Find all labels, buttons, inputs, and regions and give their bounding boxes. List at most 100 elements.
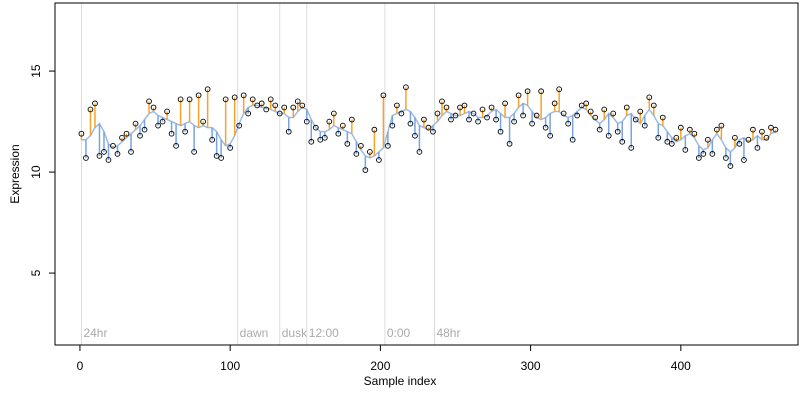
point — [714, 126, 720, 133]
point — [763, 134, 770, 141]
y-tick-label: 5 — [29, 269, 43, 276]
point — [231, 94, 238, 101]
point — [574, 112, 581, 119]
point — [353, 151, 360, 157]
point — [132, 120, 139, 127]
point — [768, 124, 774, 131]
point — [303, 118, 310, 125]
x-tick-label: 400 — [671, 359, 691, 373]
point — [394, 102, 400, 109]
point — [466, 116, 472, 123]
point — [236, 122, 243, 129]
point — [339, 122, 346, 129]
point — [533, 112, 540, 119]
point — [686, 126, 693, 133]
point — [587, 108, 594, 115]
point — [754, 144, 761, 151]
point — [479, 106, 486, 113]
point — [443, 104, 450, 111]
point — [204, 86, 211, 93]
point — [560, 110, 567, 117]
event-label: dawn — [240, 326, 269, 340]
point — [78, 130, 85, 137]
point — [628, 144, 635, 151]
point — [209, 136, 215, 143]
point — [705, 136, 711, 143]
point — [457, 104, 463, 111]
point — [583, 100, 590, 107]
point — [168, 130, 175, 137]
point — [601, 106, 608, 113]
point — [267, 96, 274, 103]
point — [434, 110, 441, 117]
point — [646, 94, 653, 101]
point — [709, 151, 716, 157]
point — [276, 110, 283, 117]
point — [637, 108, 644, 115]
point — [385, 142, 391, 149]
point — [741, 157, 747, 163]
point — [475, 118, 481, 125]
point — [177, 96, 184, 103]
y-axis-label: Expression — [8, 144, 22, 203]
point — [551, 100, 558, 107]
point — [321, 134, 328, 141]
point — [258, 100, 265, 107]
point — [412, 132, 418, 139]
event-label: 12:00 — [309, 326, 339, 340]
point — [312, 124, 319, 131]
point — [641, 122, 648, 129]
point — [736, 140, 743, 147]
point — [294, 98, 301, 105]
point — [614, 128, 621, 135]
x-tick-label: 0 — [77, 359, 84, 373]
point — [87, 106, 94, 113]
point — [416, 149, 423, 155]
plot-frame — [54, 2, 799, 346]
point — [376, 157, 382, 163]
point — [146, 98, 152, 105]
point — [529, 120, 535, 127]
x-axis-label: Sample index — [364, 374, 437, 388]
event-label: 48hr — [436, 326, 460, 340]
point — [673, 134, 680, 141]
x-tick-label: 300 — [521, 359, 541, 373]
point — [263, 106, 270, 113]
point — [723, 155, 729, 161]
point — [619, 138, 626, 145]
point — [299, 102, 306, 109]
point — [330, 110, 337, 117]
point — [254, 102, 261, 109]
point — [249, 96, 256, 103]
point — [150, 104, 157, 111]
point — [186, 96, 193, 103]
point — [227, 144, 234, 151]
point — [421, 116, 427, 123]
point — [317, 136, 324, 143]
point — [425, 124, 432, 131]
point — [128, 149, 134, 155]
x-tick-label: 200 — [370, 359, 390, 373]
point — [632, 116, 639, 123]
point — [358, 142, 364, 149]
point — [159, 118, 166, 125]
point — [348, 116, 355, 123]
point — [547, 132, 553, 139]
point — [655, 134, 662, 141]
event-label: 24hr — [83, 326, 107, 340]
point — [650, 102, 657, 109]
point — [380, 92, 387, 99]
point — [538, 88, 544, 95]
point — [110, 142, 116, 149]
point — [362, 167, 369, 173]
point — [502, 100, 508, 107]
point — [101, 149, 107, 155]
point — [407, 120, 414, 127]
point — [430, 128, 436, 135]
point — [700, 151, 707, 157]
point — [732, 134, 738, 141]
point — [281, 104, 288, 111]
point — [272, 102, 279, 109]
point — [488, 104, 495, 111]
point — [137, 132, 143, 139]
